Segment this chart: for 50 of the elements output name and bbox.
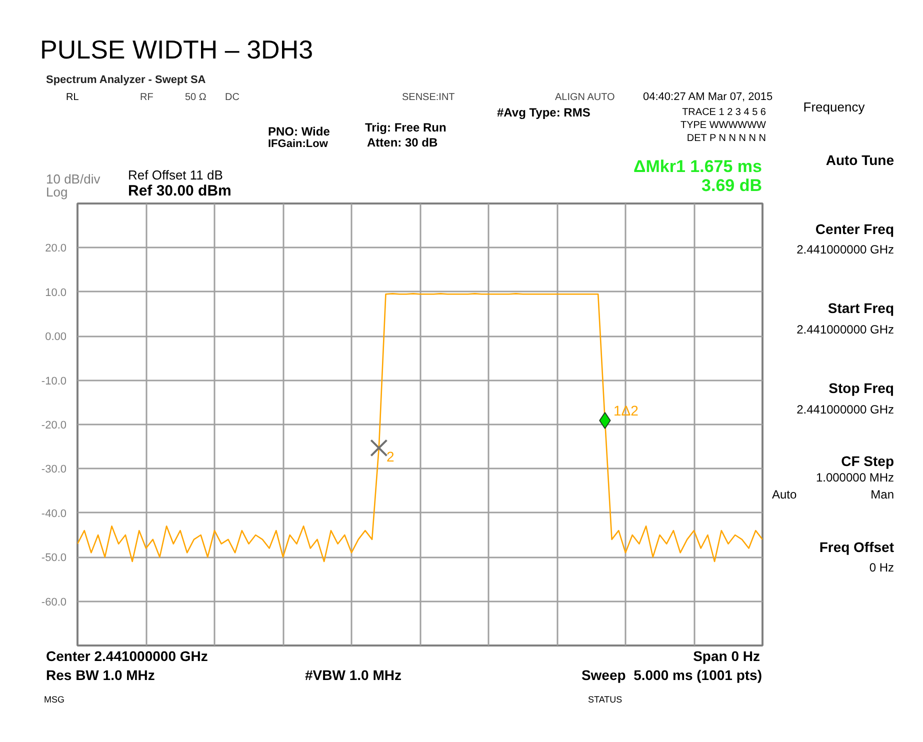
text: 1.000000 MHz [816, 469, 894, 486]
text: STATUS [588, 694, 622, 706]
y-tick-label: -10.0 [41, 375, 67, 388]
text: SENSE:INT [402, 90, 455, 105]
text: Span 0 Hz [693, 647, 760, 666]
y-tick-label: -30.0 [41, 464, 67, 476]
line-series [78, 293, 762, 562]
text: Start Freq [828, 299, 894, 318]
text: 2.441000000 GHz [796, 401, 894, 418]
text: 2.441000000 GHz [796, 321, 894, 338]
y-tick-label: -40.0 [41, 508, 67, 520]
text: ALIGN AUTO [555, 90, 615, 105]
y-tick-label: -60.0 [41, 596, 67, 608]
y-tick-label: 10.0 [45, 286, 67, 299]
text: TRACE 1 2 3 4 5 6 [682, 106, 766, 120]
text: 2.441000000 GHz [796, 241, 894, 258]
text: DC [225, 90, 240, 105]
text: Center Freq [815, 220, 894, 239]
text: #Avg Type: RMS [497, 104, 590, 122]
y-tick-label: 20.0 [45, 242, 67, 255]
text: Auto Tune [826, 151, 894, 170]
text: Spectrum Analyzer - Swept SA [46, 73, 206, 88]
annotation: 2 [386, 448, 394, 464]
text: Sweep 5.000 ms (1001 pts) [581, 666, 762, 685]
text: Frequency [803, 98, 865, 117]
text: Freq Offset [819, 538, 894, 557]
text: PNO: Wide [268, 123, 330, 139]
text: MSG [44, 694, 65, 706]
annotation: 1Δ2 [614, 402, 639, 418]
y-tick-label: 0.00 [45, 331, 67, 344]
text: Res BW 1.0 MHz [46, 666, 155, 685]
chart-title: PULSE WIDTH – 3DH3 [40, 33, 314, 66]
text: 0 Hz [869, 559, 894, 576]
text: RL [66, 90, 79, 105]
text: RF [140, 90, 154, 105]
text: Trig: Free Run [365, 119, 446, 136]
text: Atten: 30 dB [367, 134, 438, 152]
text: IFGain:Low [268, 137, 328, 152]
text: DET P N N N N N [686, 132, 766, 146]
y-tick-label: -50.0 [41, 552, 67, 564]
text: CF Step [841, 452, 894, 471]
text: Auto [772, 486, 797, 504]
text: TYPE WWWWWW [680, 118, 766, 133]
text: 04:40:27 AM Mar 07, 2015 [643, 90, 773, 106]
text: #VBW 1.0 MHz [305, 666, 402, 685]
text: Center 2.441000000 GHz [46, 647, 208, 666]
y-tick-label: -20.0 [41, 420, 67, 432]
text: 50 Ω [185, 90, 206, 105]
text: Man [870, 486, 894, 504]
text: Stop Freq [828, 379, 894, 398]
